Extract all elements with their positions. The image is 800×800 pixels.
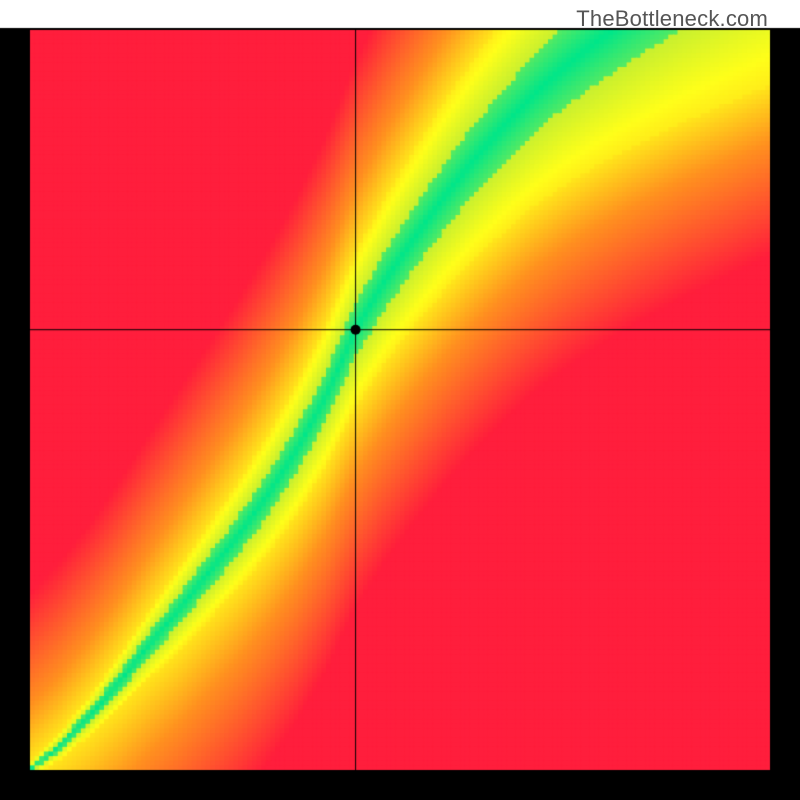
- chart-container: TheBottleneck.com: [0, 0, 800, 800]
- watermark-text: TheBottleneck.com: [576, 6, 768, 32]
- heatmap-canvas: [0, 0, 800, 800]
